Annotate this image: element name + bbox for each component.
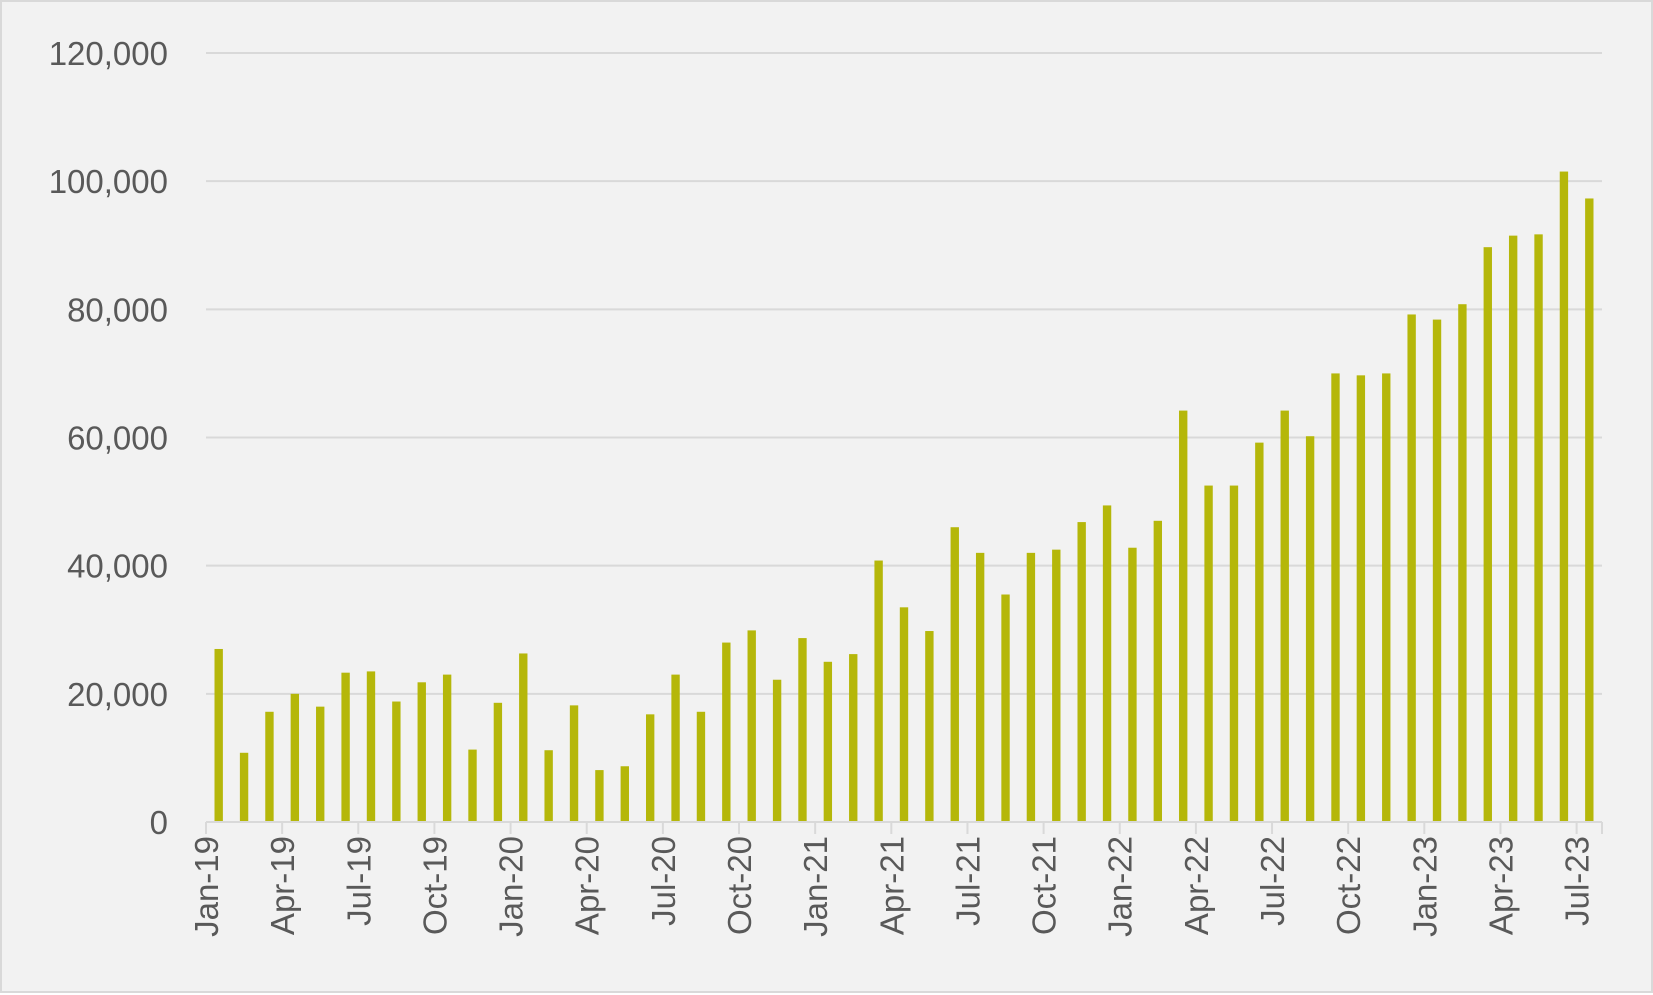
bar — [1331, 373, 1340, 822]
bar — [1508, 235, 1518, 822]
bar — [1585, 198, 1594, 822]
y-tick-label: 20,000 — [67, 676, 168, 713]
bar — [265, 711, 274, 822]
y-axis-labels: 0 20,000 40,000 60,000 80,000 100,000 120,000 — [49, 35, 168, 841]
bar — [1534, 234, 1543, 822]
x-tick-label: Oct-20 — [721, 836, 758, 935]
bar — [569, 705, 579, 822]
bar — [1458, 304, 1467, 822]
bar — [950, 527, 959, 822]
x-tick-label: Apr-22 — [1178, 836, 1215, 935]
bar — [1255, 442, 1264, 822]
bars — [214, 171, 1594, 823]
bar — [1153, 520, 1163, 822]
bar — [874, 560, 883, 822]
bar — [1432, 319, 1442, 822]
bar — [1077, 522, 1086, 822]
bar — [1382, 373, 1391, 822]
y-tick-label: 120,000 — [49, 35, 168, 72]
y-tick-label: 60,000 — [67, 420, 168, 457]
bar — [1483, 247, 1492, 823]
bar — [468, 749, 477, 822]
bar — [417, 682, 426, 822]
bar — [1356, 375, 1366, 822]
bar — [823, 661, 833, 822]
x-tick-label: Jan-21 — [797, 836, 834, 937]
bar — [1102, 505, 1112, 822]
bar — [925, 631, 934, 822]
bar — [442, 674, 452, 822]
bar — [1559, 171, 1569, 822]
bar — [671, 674, 680, 822]
x-tick-label: Apr-19 — [264, 836, 301, 935]
bar — [366, 671, 376, 822]
bar — [772, 679, 782, 822]
bar — [1052, 549, 1061, 822]
x-tick-label: Jan-20 — [493, 836, 530, 937]
bar — [1305, 436, 1315, 822]
bar — [1001, 594, 1010, 822]
bar — [1179, 410, 1188, 822]
bar — [645, 714, 655, 822]
x-axis-labels: Jan-19 Apr-19 Jul-19 Oct-19 Jan-20 Apr-20 Jul-… — [188, 836, 1596, 937]
x-tick-label: Oct-21 — [1026, 836, 1063, 935]
bar — [493, 702, 503, 822]
y-tick-label: 40,000 — [67, 548, 168, 585]
bar — [798, 638, 807, 822]
bar — [1026, 552, 1036, 822]
x-tick-label: Jul-21 — [949, 836, 986, 926]
y-tick-label: 0 — [150, 804, 168, 841]
x-tick-label: Jul-20 — [645, 836, 682, 926]
bar — [975, 552, 985, 822]
bar — [696, 711, 706, 822]
x-tick-label: Oct-19 — [416, 836, 453, 935]
bar — [214, 648, 223, 822]
bar — [1229, 485, 1239, 822]
x-tick-label: Jul-22 — [1254, 836, 1291, 926]
bar — [1128, 547, 1137, 822]
bar — [290, 693, 300, 822]
x-tick-label: Apr-21 — [873, 836, 910, 935]
bar — [747, 630, 756, 822]
bar — [392, 701, 401, 822]
x-tick-label: Jan-22 — [1102, 836, 1139, 937]
x-tick-label: Apr-20 — [569, 836, 606, 935]
bar — [1407, 314, 1416, 822]
x-tick-label: Jul-23 — [1559, 836, 1596, 926]
x-tick-label: Jan-19 — [188, 836, 225, 937]
bar — [519, 653, 528, 822]
bar — [1280, 410, 1289, 822]
x-tick-label: Jul-19 — [340, 836, 377, 926]
x-tick-label: Oct-22 — [1330, 836, 1367, 935]
bar — [316, 706, 325, 822]
gridlines — [206, 52, 1602, 695]
bar — [1204, 485, 1213, 822]
bar — [595, 770, 604, 822]
bar — [722, 642, 731, 822]
bar — [899, 607, 909, 822]
x-tick-label: Apr-23 — [1482, 836, 1519, 935]
bar — [341, 672, 350, 822]
x-tick-label: Jan-23 — [1406, 836, 1443, 937]
bar — [849, 654, 858, 822]
y-tick-label: 80,000 — [67, 291, 168, 328]
bar — [544, 750, 553, 822]
x-axis — [205, 821, 1603, 834]
bar — [239, 752, 249, 822]
bar — [620, 766, 629, 822]
y-tick-label: 100,000 — [49, 163, 168, 200]
